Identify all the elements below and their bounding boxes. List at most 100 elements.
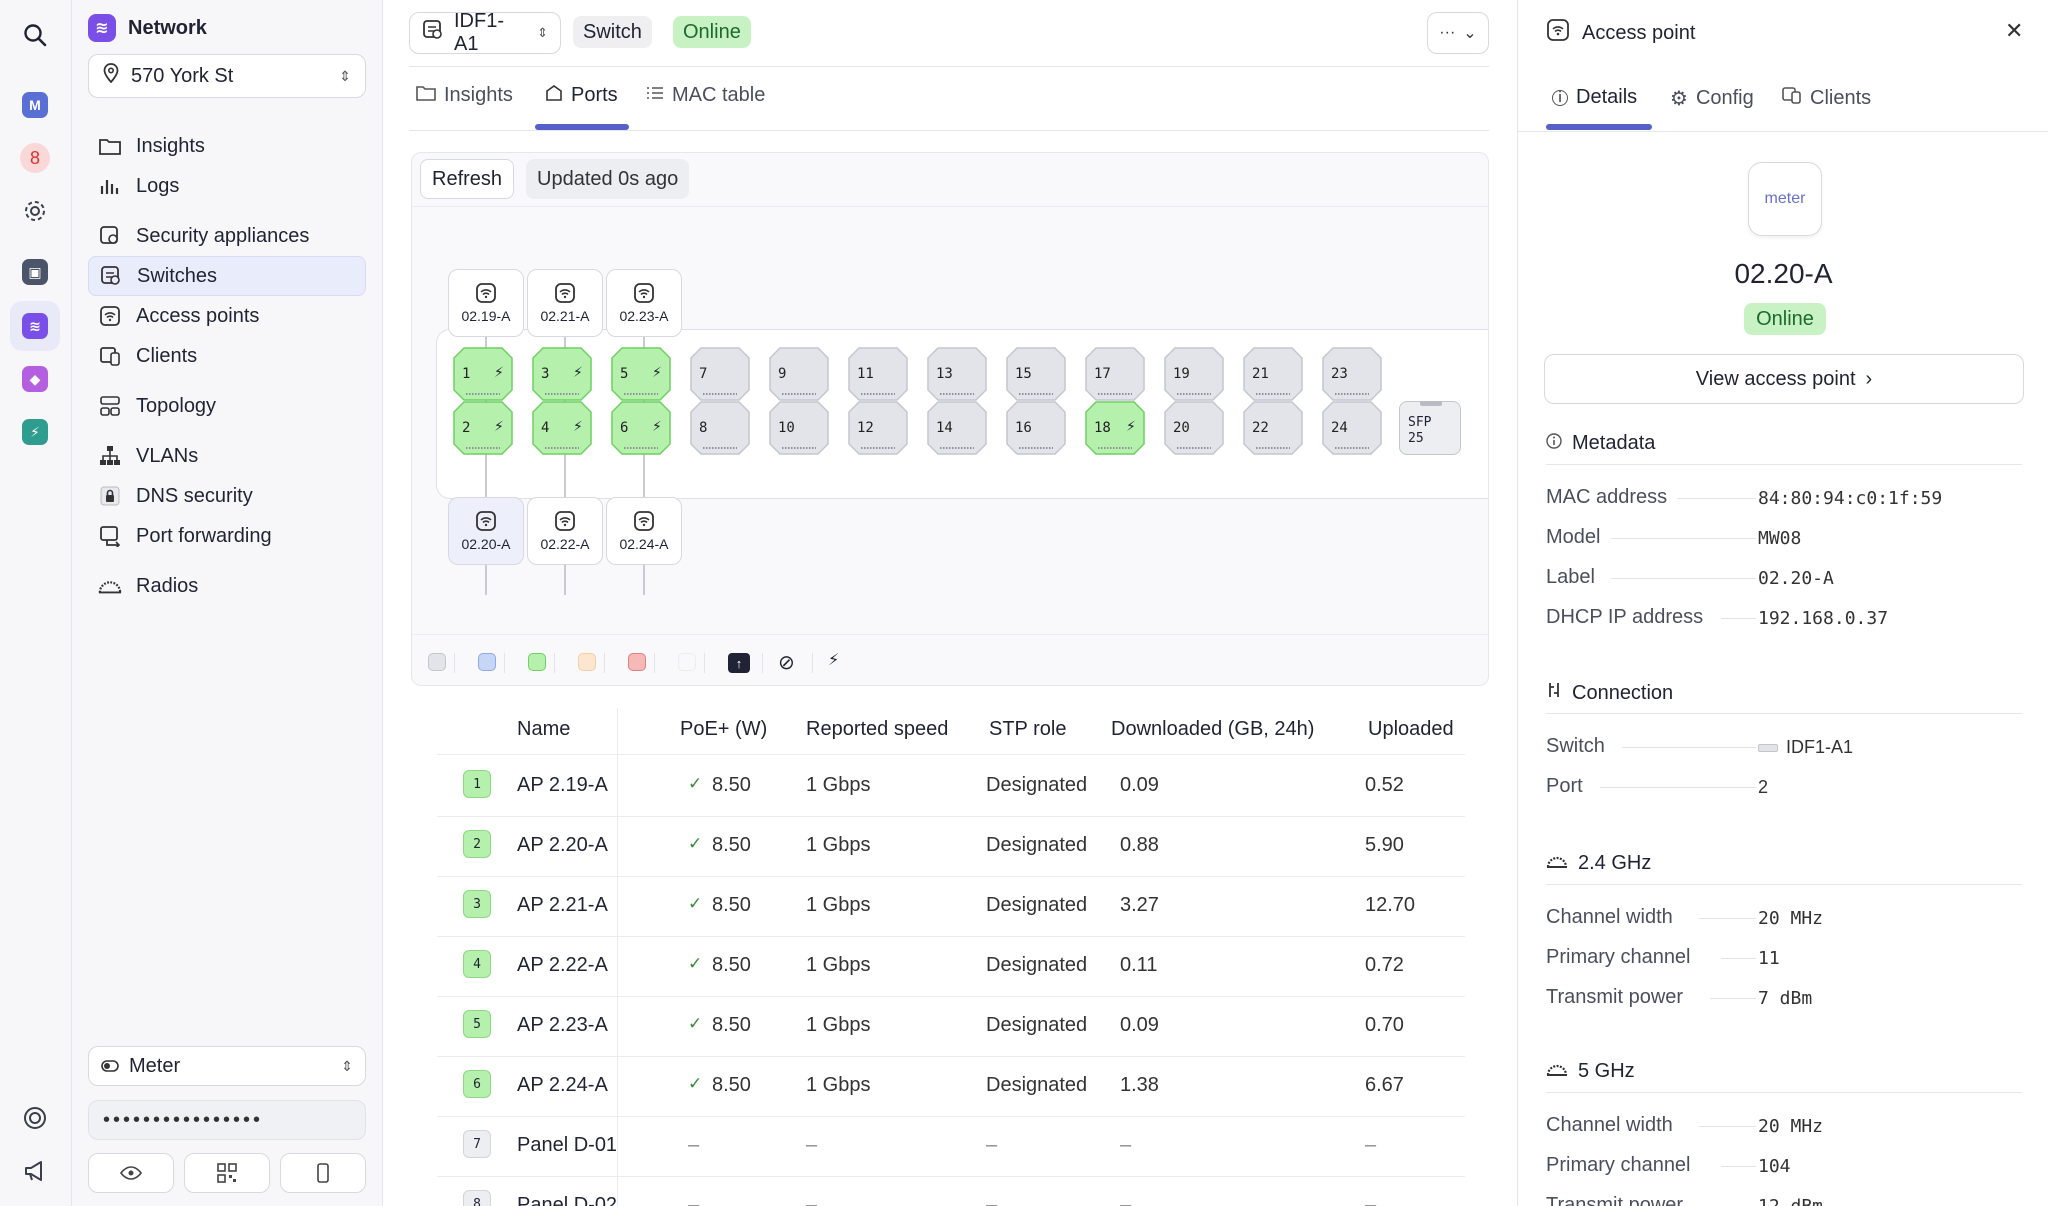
tab-clients[interactable]: Clients	[1782, 86, 1871, 110]
switch-mini-icon	[1758, 744, 1778, 753]
port-3[interactable]: 3 ⚡	[531, 346, 593, 402]
tab-details[interactable]: i Details	[1552, 86, 1637, 109]
port-10[interactable]: 10	[768, 400, 830, 456]
more-actions-button[interactable]: ··· ⌄	[1427, 12, 1489, 54]
sfp-port[interactable]: SFP 25	[1399, 401, 1461, 455]
section-title: 5 GHz	[1578, 1060, 1635, 1082]
connection-icon	[1546, 681, 1562, 705]
port-6[interactable]: 6 ⚡	[610, 400, 672, 456]
column-header[interactable]: Name	[517, 718, 571, 740]
help-icon[interactable]	[10, 1093, 60, 1143]
power-app-icon[interactable]: ⚡	[10, 407, 60, 457]
company-select[interactable]: Meter ⇕	[88, 1046, 366, 1086]
port-number-badge: 3	[463, 890, 491, 918]
eye-icon[interactable]	[88, 1153, 174, 1193]
port-16[interactable]: 16	[1005, 400, 1067, 456]
bolt-icon: ⚡	[828, 652, 840, 669]
topology-icon	[98, 394, 122, 418]
qr-code-icon[interactable]	[184, 1153, 270, 1193]
leader-line	[1611, 578, 1756, 579]
port-24[interactable]: 24	[1321, 400, 1383, 456]
port-17[interactable]: 17	[1084, 346, 1146, 402]
password-field[interactable]: ••••••••••••••••	[88, 1100, 366, 1140]
network-app-icon[interactable]: ≋	[10, 301, 60, 351]
port-1[interactable]: 1 ⚡	[452, 346, 514, 402]
gear-icon[interactable]	[10, 186, 60, 236]
port-5[interactable]: 5 ⚡	[610, 346, 672, 402]
divider	[1546, 464, 2022, 465]
ap-node[interactable]: 02.21-A	[527, 269, 603, 337]
port-19[interactable]: 19	[1163, 346, 1225, 402]
ap-node[interactable]: 02.23-A	[606, 269, 682, 337]
sidebar-item-vlans[interactable]: VLANs	[88, 436, 366, 476]
tab-mac-table[interactable]: MAC table	[646, 84, 765, 128]
legend-blocked-swatch	[478, 653, 496, 671]
location-select[interactable]: 570 York St ⇕	[88, 54, 366, 98]
row-divider	[437, 1116, 1465, 1117]
ap-node[interactable]: 02.24-A	[606, 497, 682, 565]
column-header[interactable]: Reported speed	[806, 718, 949, 740]
row-divider	[437, 876, 1465, 877]
port-number: 19	[1173, 366, 1190, 382]
tab-config[interactable]: ⚙ Config	[1670, 86, 1754, 111]
port-8[interactable]: 8	[689, 400, 751, 456]
security-app-icon[interactable]: ▣	[10, 247, 60, 297]
view-access-point-button[interactable]: View access point ›	[1544, 354, 2024, 404]
port-18[interactable]: 18 ⚡	[1084, 400, 1146, 456]
sidebar-item-dns-security[interactable]: DNS security	[88, 476, 366, 516]
port-15[interactable]: 15	[1005, 346, 1067, 402]
field-label: Model	[1546, 526, 1601, 548]
chevron-right-icon: ›	[1865, 367, 1873, 390]
column-header[interactable]: STP role	[989, 718, 1067, 740]
sidebar-item-switches[interactable]: Switches	[88, 256, 366, 296]
ports-panel: Refresh Updated 0s ago 02.19-A 02.21-A 02.…	[411, 152, 1489, 686]
port-7[interactable]: 7	[689, 346, 751, 402]
sidebar-item-port-forwarding[interactable]: Port forwarding	[88, 516, 366, 556]
column-header[interactable]: Downloaded (GB, 24h)	[1111, 718, 1315, 740]
sidebar-item-topology[interactable]: Topology	[88, 386, 366, 426]
column-header[interactable]: Uploaded	[1368, 718, 1454, 740]
search-icon[interactable]	[10, 10, 60, 60]
device-logo: meter	[1748, 162, 1822, 236]
refresh-button[interactable]: Refresh	[420, 159, 515, 199]
sidebar-item-label: Topology	[136, 394, 217, 417]
sidebar-item-access-points[interactable]: Access points	[88, 296, 366, 336]
leader-line	[1677, 498, 1756, 499]
company-m-button[interactable]: M	[10, 80, 60, 130]
megaphone-icon[interactable]	[10, 1146, 60, 1196]
port-21[interactable]: 21	[1242, 346, 1304, 402]
sidebar-item-clients[interactable]: Clients	[88, 336, 366, 376]
mobile-icon[interactable]	[280, 1153, 366, 1193]
port-14[interactable]: 14	[926, 400, 988, 456]
notifications-button[interactable]: 8	[10, 133, 60, 183]
port-12[interactable]: 12	[847, 400, 909, 456]
company-label: Meter	[129, 1054, 181, 1077]
view-button-label: View access point	[1695, 367, 1856, 390]
port-13[interactable]: 13	[926, 346, 988, 402]
sidebar-item-insights[interactable]: Insights	[88, 126, 366, 166]
port-20[interactable]: 20	[1163, 400, 1225, 456]
sidebar-item-radios[interactable]: Radios	[88, 566, 366, 606]
sidebar-item-security-appliances[interactable]: Security appliances	[88, 216, 366, 256]
ap-node[interactable]: 02.20-A	[448, 497, 524, 565]
tab-ports[interactable]: Ports	[545, 84, 618, 128]
tab-insights[interactable]: Insights	[416, 84, 513, 128]
close-icon[interactable]: ✕	[2005, 18, 2024, 43]
section-header: Connection	[1546, 681, 1673, 705]
port-22[interactable]: 22	[1242, 400, 1304, 456]
port-23[interactable]: 23	[1321, 346, 1383, 402]
port-9[interactable]: 9	[768, 346, 830, 402]
column-header[interactable]: PoE+ (W)	[680, 718, 768, 740]
network-title: Network	[128, 16, 207, 39]
tag-app-icon[interactable]: ◆	[10, 354, 60, 404]
port-2[interactable]: 2 ⚡	[452, 400, 514, 456]
port-11[interactable]: 11	[847, 346, 909, 402]
tab-label: Insights	[444, 84, 513, 106]
ap-node[interactable]: 02.22-A	[527, 497, 603, 565]
sidebar-item-logs[interactable]: Logs	[88, 166, 366, 206]
field-value: 7 dBm	[1758, 988, 1813, 1009]
device-select[interactable]: IDF1-A1 ⇕	[409, 10, 561, 55]
ap-node[interactable]: 02.19-A	[448, 269, 524, 337]
port-4[interactable]: 4 ⚡	[531, 400, 593, 456]
row-downloaded: 0.09	[1120, 1014, 1159, 1036]
